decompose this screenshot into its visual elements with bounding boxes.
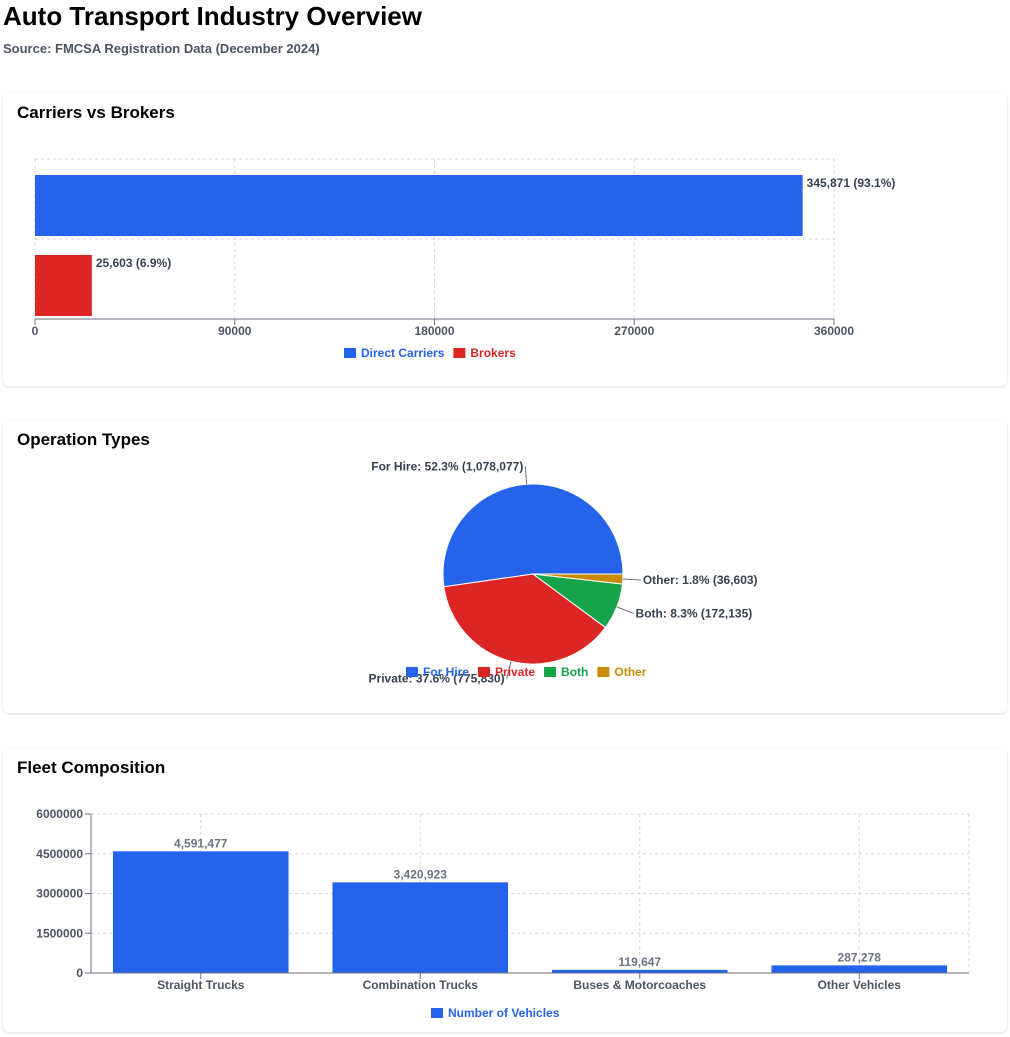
fleet-card: Fleet Composition 4,591,477 Straight Truc…: [3, 748, 1007, 1032]
y-tick-label: 1500000: [36, 926, 83, 940]
fleet-chart-title: Fleet Composition: [17, 758, 166, 777]
pie-data-label: Both: 8.3% (172,135): [636, 606, 753, 620]
bar-data-label: 345,871 (93.1%): [807, 176, 896, 190]
pie-slice-for-hire: [442, 483, 624, 588]
carriers-card: Carriers vs Brokers 345,871 (93.1%) 25,60…: [3, 93, 1007, 386]
fleet-chart: 4,591,477 Straight Trucks 3,420,923 Combina…: [36, 807, 970, 1020]
x-tick-label: 180000: [414, 324, 454, 338]
legend-swatch: [431, 1008, 443, 1018]
pie-leader-line: [616, 606, 634, 614]
pie-data-label: Private: 37.6% (775,830): [369, 672, 505, 686]
pie-slice-private: [443, 573, 607, 665]
legend-label: Direct Carriers: [361, 346, 445, 360]
y-tick-label: 0: [76, 966, 83, 980]
bar-brokers: [35, 255, 92, 316]
pie-leader-line: [506, 661, 512, 679]
bar-data-label: 4,591,477: [174, 836, 228, 850]
bar-data-label: 119,647: [618, 955, 661, 969]
x-tick-label: 360000: [814, 324, 854, 338]
y-tick-label: 6000000: [36, 807, 83, 821]
operations-chart: For Hire: 52.3% (1,078,077) Private: 37.6…: [369, 459, 758, 686]
page-title: Auto Transport Industry Overview: [3, 1, 422, 31]
legend-label: Both: [561, 665, 588, 679]
legend-swatch: [478, 667, 491, 677]
x-tick-label: 90000: [218, 324, 252, 338]
legend-swatch: [344, 348, 356, 358]
operations-chart-title: Operation Types: [17, 430, 150, 449]
carriers-chart-title: Carriers vs Brokers: [17, 103, 175, 122]
y-tick-label: 4500000: [36, 847, 83, 861]
pie-leader-line: [622, 578, 641, 581]
operations-card: Operation Types For Hire: 52.3% (1,078,0…: [3, 420, 1007, 713]
page-subtitle: Source: FMCSA Registration Data (Decembe…: [3, 41, 320, 56]
x-tick-label: Other Vehicles: [818, 978, 902, 992]
bar-buses-motorcoaches: [551, 969, 728, 973]
x-tick-label: 270000: [614, 324, 654, 338]
x-tick-label: 0: [32, 324, 39, 338]
legend-swatch: [597, 667, 610, 677]
pie-data-label: For Hire: 52.3% (1,078,077): [371, 459, 523, 473]
legend-swatch: [453, 348, 466, 358]
bar-straight-trucks: [112, 851, 289, 973]
bar-combination-trucks: [332, 882, 509, 973]
x-tick-label: Straight Trucks: [157, 978, 245, 992]
y-tick-label: 3000000: [36, 887, 83, 901]
bar-data-label: 25,603 (6.9%): [96, 256, 171, 270]
pie-slice-other: [532, 573, 624, 585]
x-tick-label: Buses & Motorcoaches: [573, 978, 706, 992]
pie-data-label: Other: 1.8% (36,603): [643, 573, 758, 587]
legend-swatch: [406, 667, 418, 677]
bar-other-vehicles: [771, 965, 948, 973]
bar-data-label: 3,420,923: [394, 867, 448, 881]
legend-label: Other: [614, 665, 646, 679]
pie-leader-line: [524, 466, 528, 485]
legend-label: Brokers: [470, 346, 516, 360]
carriers-chart: 345,871 (93.1%) 25,603 (6.9%) 0 90000 180000…: [32, 158, 896, 360]
legend-label: For Hire: [423, 665, 469, 679]
legend-swatch: [544, 667, 557, 677]
legend-label: Number of Vehicles: [448, 1006, 560, 1020]
x-tick-label: Combination Trucks: [363, 978, 479, 992]
legend-label: Private: [495, 665, 535, 679]
bar-data-label: 287,278: [838, 950, 882, 964]
bar-direct-carriers: [35, 175, 803, 236]
